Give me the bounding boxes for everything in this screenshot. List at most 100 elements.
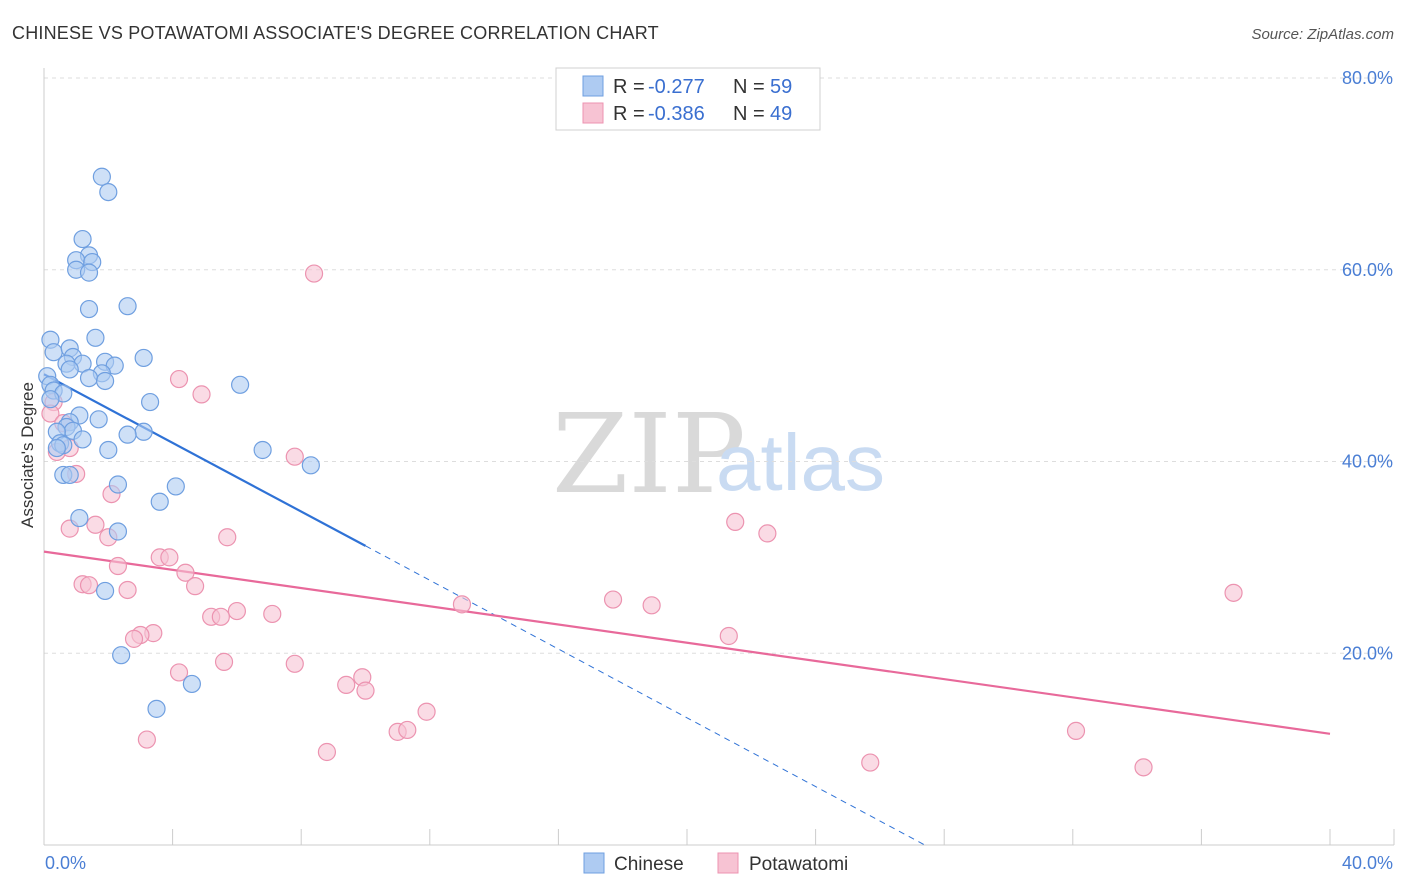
chinese-point xyxy=(86,328,105,347)
y-axis-title: Associate's Degree xyxy=(18,382,37,528)
chinese-point xyxy=(41,390,60,409)
chinese-point xyxy=(112,646,131,665)
potawatomi-point xyxy=(726,512,745,532)
potawatomi-point xyxy=(452,595,472,614)
legend-n-label-chinese: N = xyxy=(733,76,765,98)
chinese-point xyxy=(60,360,79,379)
trend-lines xyxy=(43,373,1331,846)
source-label: Source: ZipAtlas.com xyxy=(1251,26,1394,43)
potawatomi-points xyxy=(41,264,1243,777)
potawatomi-point xyxy=(192,385,211,404)
chinese-point xyxy=(301,456,320,475)
potawatomi-point xyxy=(169,663,189,682)
grid-lines xyxy=(44,77,1394,654)
potawatomi-point xyxy=(176,563,195,582)
trend-line-chinese-extension xyxy=(365,545,926,846)
potawatomi-point xyxy=(398,720,417,740)
potawatomi-point xyxy=(160,548,179,567)
potawatomi-point xyxy=(86,515,105,534)
potawatomi-point xyxy=(263,604,282,624)
potawatomi-point xyxy=(337,675,356,694)
chinese-point xyxy=(60,465,79,485)
chinese-point xyxy=(134,422,153,441)
chinese-point xyxy=(150,492,169,511)
legend-n-label-potawatomi: N = xyxy=(733,103,765,125)
chinese-point xyxy=(231,375,250,394)
potawatomi-point xyxy=(603,590,623,609)
bottom-legend-chinese: Chinese xyxy=(614,854,684,875)
chinese-point xyxy=(118,425,137,444)
chinese-point xyxy=(73,229,92,249)
y-tick-label: 20.0% xyxy=(1342,643,1393,663)
legend-swatch-potawatomi xyxy=(582,102,604,124)
chinese-point xyxy=(108,475,128,494)
bottom-legend-swatch-chinese xyxy=(583,852,605,874)
legend-n-value-potawatomi: 49 xyxy=(770,103,792,125)
legend-r-label-chinese: R = xyxy=(613,76,645,98)
chinese-point xyxy=(253,440,272,460)
y-tick-label: 60.0% xyxy=(1342,260,1393,280)
potawatomi-point xyxy=(211,607,230,626)
potawatomi-point xyxy=(1134,758,1153,777)
potawatomi-point xyxy=(214,652,234,671)
chinese-point xyxy=(140,392,160,412)
chinese-point xyxy=(95,581,115,601)
x-tick-label-max: 40.0% xyxy=(1342,853,1393,873)
chinese-point xyxy=(79,368,99,388)
chinese-point xyxy=(70,508,89,528)
chinese-point xyxy=(79,263,99,282)
potawatomi-point xyxy=(317,742,337,762)
chinese-point xyxy=(134,348,153,368)
chinese-point xyxy=(182,674,201,694)
chinese-point xyxy=(47,438,66,458)
potawatomi-point xyxy=(417,702,436,721)
axes xyxy=(43,68,1395,846)
potawatomi-point xyxy=(285,654,304,673)
potawatomi-point xyxy=(758,524,777,543)
potawatomi-point xyxy=(169,369,189,389)
y-tick-label: 80.0% xyxy=(1342,68,1393,88)
potawatomi-point xyxy=(118,580,137,600)
chinese-point xyxy=(99,440,118,460)
x-tick-label-min: 0.0% xyxy=(45,853,86,873)
legend-r-label-potawatomi: R = xyxy=(613,103,645,125)
y-tick-label: 40.0% xyxy=(1342,452,1393,472)
potawatomi-point xyxy=(124,629,144,648)
chinese-point xyxy=(147,699,166,718)
potawatomi-point xyxy=(186,577,205,596)
chinese-point xyxy=(99,182,118,202)
potawatomi-point xyxy=(356,681,375,700)
potawatomi-point xyxy=(304,264,324,283)
potawatomi-point xyxy=(218,528,237,547)
watermark-zip: ZIP xyxy=(552,390,746,518)
correlation-legend: R = -0.277 N = 59 R = -0.386 N = 49 xyxy=(555,67,821,131)
trend-line-chinese xyxy=(43,373,367,547)
chinese-point xyxy=(92,167,111,186)
y-tick-labels: 20.0% 40.0% 60.0% 80.0% xyxy=(1342,68,1393,663)
chinese-point xyxy=(166,477,185,496)
chinese-point xyxy=(89,410,108,429)
trend-line-potawatomi xyxy=(43,550,1331,735)
potawatomi-point xyxy=(1066,721,1086,741)
chinese-point xyxy=(118,297,137,316)
chinese-point xyxy=(108,522,128,541)
legend-r-value-chinese: -0.277 xyxy=(648,76,705,98)
bottom-legend-potawatomi: Potawatomi xyxy=(749,854,848,875)
potawatomi-point xyxy=(227,601,246,621)
potawatomi-point xyxy=(79,576,99,595)
series-legend: Chinese Potawatomi xyxy=(583,852,848,875)
legend-swatch-chinese xyxy=(582,75,604,97)
potawatomi-point xyxy=(1224,583,1243,602)
chinese-points xyxy=(38,167,320,718)
chart-title: CHINESE VS POTAWATOMI ASSOCIATE'S DEGREE… xyxy=(12,23,659,43)
potawatomi-point xyxy=(108,556,128,576)
chinese-point xyxy=(95,371,115,391)
bottom-legend-swatch-potawatomi xyxy=(717,852,739,874)
chinese-point xyxy=(79,299,99,319)
potawatomi-point xyxy=(719,626,738,646)
potawatomi-point xyxy=(137,730,156,749)
legend-r-value-potawatomi: -0.386 xyxy=(648,103,705,125)
potawatomi-point xyxy=(285,447,304,466)
potawatomi-point xyxy=(861,753,880,772)
